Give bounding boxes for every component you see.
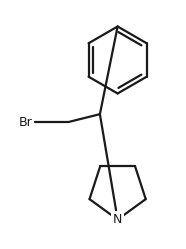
Text: Br: Br	[19, 116, 33, 128]
Text: N: N	[113, 213, 122, 226]
